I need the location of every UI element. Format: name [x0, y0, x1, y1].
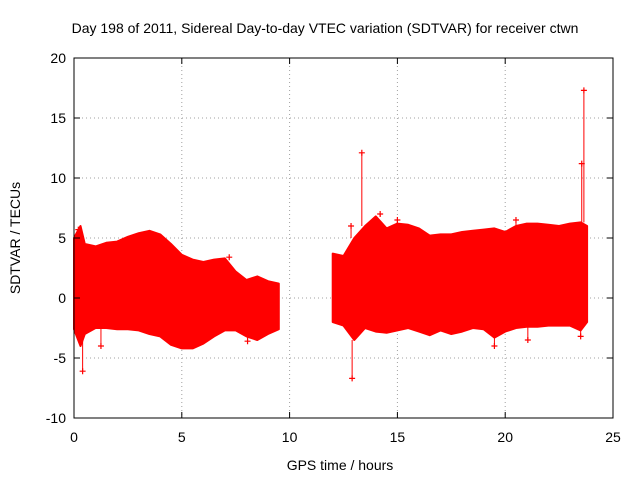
- data-point: [377, 211, 384, 217]
- y-tick-label: 15: [50, 110, 66, 126]
- y-tick-label: -10: [46, 410, 66, 426]
- data-point: [358, 149, 365, 156]
- x-tick-label: 0: [70, 429, 78, 445]
- data-point: [524, 337, 531, 343]
- data-point: [79, 368, 86, 375]
- x-axis-label: GPS time / hours: [287, 457, 394, 473]
- x-tick-label: 5: [178, 429, 186, 445]
- y-tick-label: 0: [58, 290, 66, 306]
- data-band: [73, 225, 280, 350]
- x-tick-label: 20: [497, 429, 513, 445]
- data-point: [349, 375, 356, 382]
- data-point: [348, 223, 355, 229]
- y-tick-label: 10: [50, 170, 66, 186]
- data-point: [491, 343, 498, 349]
- data-point: [512, 217, 519, 223]
- data-point: [580, 87, 587, 94]
- data-point: [226, 254, 233, 261]
- data-series: [73, 87, 589, 382]
- y-axis-label: SDTVAR / TECUs: [7, 182, 23, 294]
- data-point: [577, 333, 584, 340]
- data-band: [331, 215, 589, 341]
- x-tick-label: 25: [605, 429, 621, 445]
- axis-ticks: 0 5 10 15 20 25 -10 -5 0 5 10 15 20: [46, 50, 621, 445]
- data-point: [75, 226, 82, 233]
- y-tick-label: 5: [58, 230, 66, 246]
- x-tick-label: 10: [282, 429, 298, 445]
- y-tick-label: 20: [50, 50, 66, 66]
- data-point: [244, 338, 251, 345]
- data-point: [394, 217, 401, 223]
- x-tick-label: 15: [390, 429, 406, 445]
- y-tick-label: -5: [54, 350, 67, 366]
- chart-title: Day 198 of 2011, Sidereal Day-to-day VTE…: [72, 20, 579, 36]
- data-point: [97, 343, 104, 349]
